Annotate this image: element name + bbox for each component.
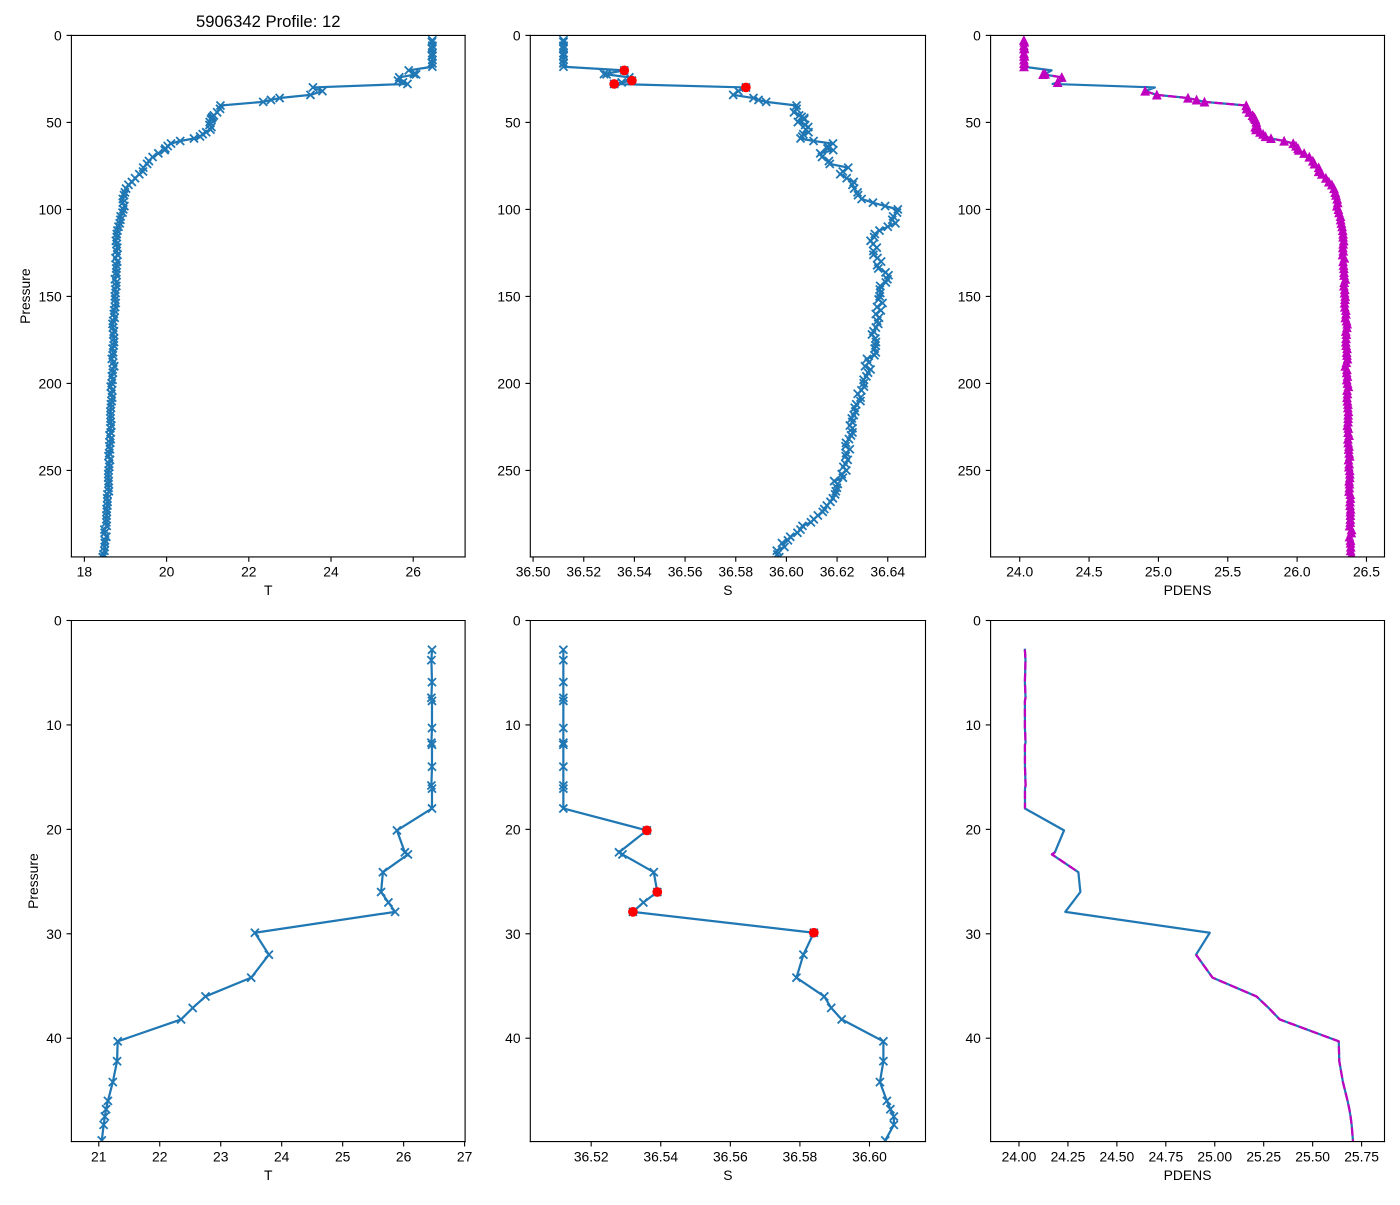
svg-text:40: 40 <box>505 1030 521 1046</box>
svg-text:0: 0 <box>513 27 521 43</box>
svg-text:23: 23 <box>213 1148 229 1164</box>
svg-text:24.0: 24.0 <box>1006 564 1033 580</box>
svg-text:26.0: 26.0 <box>1284 564 1311 580</box>
svg-text:0: 0 <box>54 613 62 629</box>
svg-text:20: 20 <box>46 821 62 837</box>
svg-text:100: 100 <box>497 201 520 217</box>
svg-text:30: 30 <box>46 926 62 942</box>
svg-text:25.00: 25.00 <box>1197 1148 1232 1164</box>
svg-text:36.60: 36.60 <box>852 1148 887 1164</box>
svg-text:36.56: 36.56 <box>713 1148 748 1164</box>
svg-text:200: 200 <box>958 375 981 391</box>
svg-text:40: 40 <box>965 1030 981 1046</box>
svg-text:25.75: 25.75 <box>1344 1148 1379 1164</box>
svg-text:24.50: 24.50 <box>1100 1148 1135 1164</box>
svg-text:200: 200 <box>497 375 520 391</box>
svg-text:36.62: 36.62 <box>820 564 855 580</box>
svg-text:36.50: 36.50 <box>516 564 551 580</box>
svg-text:25: 25 <box>335 1148 351 1164</box>
svg-text:27: 27 <box>457 1148 473 1164</box>
svg-text:36.54: 36.54 <box>643 1148 678 1164</box>
svg-text:250: 250 <box>958 462 981 478</box>
svg-text:25.5: 25.5 <box>1214 564 1241 580</box>
svg-text:40: 40 <box>46 1030 62 1046</box>
svg-text:0: 0 <box>513 613 521 629</box>
svg-text:100: 100 <box>39 201 62 217</box>
svg-text:25.50: 25.50 <box>1295 1148 1330 1164</box>
svg-text:5906342 Profile: 12: 5906342 Profile: 12 <box>196 12 340 31</box>
svg-text:0: 0 <box>54 27 62 43</box>
svg-text:25.0: 25.0 <box>1145 564 1172 580</box>
svg-text:24: 24 <box>323 564 339 580</box>
svg-text:18: 18 <box>77 564 93 580</box>
svg-text:50: 50 <box>965 114 981 130</box>
svg-text:36.52: 36.52 <box>566 564 601 580</box>
svg-text:S: S <box>723 582 732 598</box>
svg-text:24.75: 24.75 <box>1148 1148 1183 1164</box>
svg-text:22: 22 <box>241 564 257 580</box>
svg-text:150: 150 <box>497 288 520 304</box>
svg-text:10: 10 <box>505 717 521 733</box>
svg-text:PDENS: PDENS <box>1164 582 1212 598</box>
svg-text:30: 30 <box>505 926 521 942</box>
svg-text:26: 26 <box>406 564 422 580</box>
svg-text:10: 10 <box>46 717 62 733</box>
svg-text:24.00: 24.00 <box>1002 1148 1037 1164</box>
svg-text:36.56: 36.56 <box>668 564 703 580</box>
svg-text:24.25: 24.25 <box>1051 1148 1086 1164</box>
svg-text:10: 10 <box>965 717 981 733</box>
svg-text:Pressure: Pressure <box>17 268 33 324</box>
svg-text:20: 20 <box>965 821 981 837</box>
svg-text:T: T <box>264 1167 273 1183</box>
svg-text:36.58: 36.58 <box>783 1148 818 1164</box>
svg-text:36.52: 36.52 <box>574 1148 609 1164</box>
svg-text:22: 22 <box>152 1148 168 1164</box>
svg-text:50: 50 <box>505 114 521 130</box>
svg-text:20: 20 <box>159 564 175 580</box>
svg-text:25.25: 25.25 <box>1246 1148 1281 1164</box>
svg-text:26: 26 <box>396 1148 412 1164</box>
svg-text:21: 21 <box>91 1148 107 1164</box>
svg-text:250: 250 <box>497 462 520 478</box>
svg-text:0: 0 <box>973 27 981 43</box>
svg-text:20: 20 <box>505 821 521 837</box>
svg-text:0: 0 <box>973 613 981 629</box>
svg-text:30: 30 <box>965 926 981 942</box>
svg-text:50: 50 <box>46 114 62 130</box>
svg-text:PDENS: PDENS <box>1164 1167 1212 1183</box>
svg-text:150: 150 <box>39 288 62 304</box>
svg-text:24.5: 24.5 <box>1076 564 1103 580</box>
svg-text:T: T <box>264 582 273 598</box>
svg-text:36.54: 36.54 <box>617 564 652 580</box>
svg-text:Pressure: Pressure <box>25 853 41 909</box>
svg-text:36.64: 36.64 <box>870 564 905 580</box>
svg-text:S: S <box>723 1167 732 1183</box>
svg-text:36.58: 36.58 <box>718 564 753 580</box>
svg-text:200: 200 <box>39 375 62 391</box>
svg-text:36.60: 36.60 <box>769 564 804 580</box>
svg-text:24: 24 <box>274 1148 290 1164</box>
svg-text:250: 250 <box>39 462 62 478</box>
svg-text:100: 100 <box>958 201 981 217</box>
svg-text:26.5: 26.5 <box>1353 564 1380 580</box>
svg-text:150: 150 <box>958 288 981 304</box>
